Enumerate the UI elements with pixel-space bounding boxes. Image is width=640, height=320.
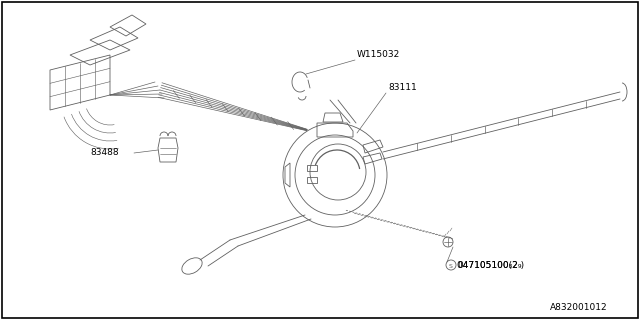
Text: 83488: 83488 [90,148,118,157]
Text: S: S [449,263,452,268]
Text: W115032: W115032 [357,50,400,59]
Text: 047105100₈2₉: 047105100₈2₉ [457,261,522,270]
Bar [307,165,317,171]
Text: A832001012: A832001012 [550,303,608,312]
Bar [307,177,317,183]
Text: 83111: 83111 [388,83,417,92]
Text: 047105100(2 ): 047105100(2 ) [457,261,524,270]
